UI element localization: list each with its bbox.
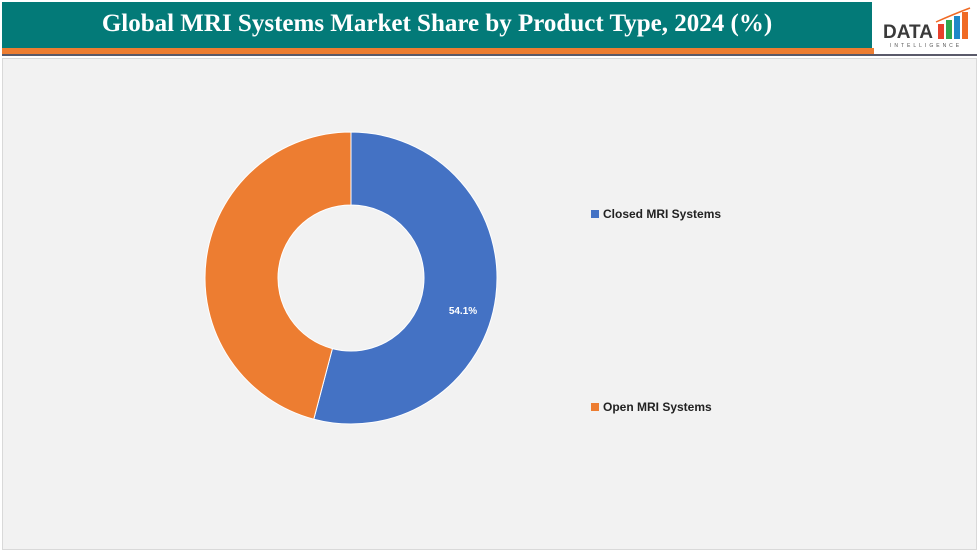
data-intelligence-logo: DATA INTELLIGENCE [874, 0, 977, 54]
title-banner: Global MRI Systems Market Share by Produ… [2, 2, 872, 48]
dark-divider [2, 54, 977, 56]
legend-label: Closed MRI Systems [603, 207, 722, 221]
chart-title: Global MRI Systems Market Share by Produ… [101, 10, 773, 37]
legend-label: Open MRI Systems [603, 400, 712, 414]
svg-text:DATA: DATA [883, 22, 933, 43]
orange-divider [2, 48, 977, 54]
plot-area: 54.1% Closed MRI Systems Open MRI System… [2, 58, 977, 550]
data-label: 54.1% [449, 306, 477, 317]
legend-item-open: Open MRI Systems [591, 400, 712, 414]
slice-closed-mri-systems [313, 131, 498, 425]
legend-swatch [591, 210, 599, 218]
donut-chart: 54.1% [204, 131, 498, 425]
legend-item-closed: Closed MRI Systems [591, 207, 721, 221]
svg-text:INTELLIGENCE: INTELLIGENCE [890, 43, 962, 49]
slice-open-mri-systems [204, 131, 352, 420]
legend-swatch [591, 403, 599, 411]
